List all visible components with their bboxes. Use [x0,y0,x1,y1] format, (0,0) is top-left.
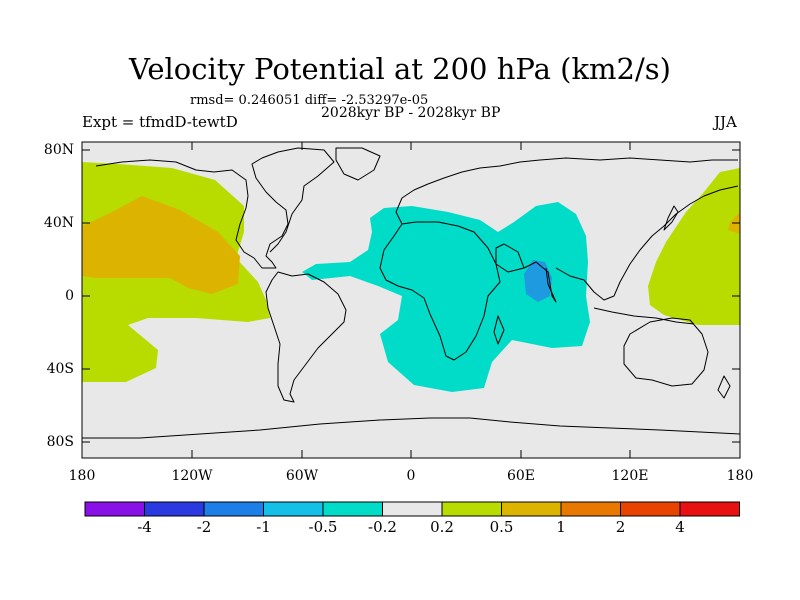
colorbar-label: 0.5 [489,518,514,536]
colorbar-box-4 [322,501,383,517]
coast-greenland [335,147,381,181]
colorbar [84,501,740,517]
colorbar-label: -2 [196,518,212,536]
coastlines [82,147,740,439]
coast-antarctica [82,417,740,439]
y-label-80n: 80N [43,142,74,158]
x-label-180e: 180 [726,468,754,484]
colorbar-box-7 [501,501,562,517]
coast-south-america [265,271,347,403]
coast-japan [663,205,679,231]
colorbar-box-3 [263,501,324,517]
x-label-60e: 60E [506,468,536,484]
y-label-80s: 80S [46,434,74,450]
colorbar-box-5 [382,501,443,517]
colorbar-label: 1 [556,518,566,536]
colorbar-box-2 [203,501,264,517]
colorbar-box-8 [560,501,621,517]
coast-madagascar [493,315,505,345]
colorbar-box-1 [144,501,205,517]
coast-arabia [495,243,525,273]
y-label-eq: 0 [65,288,74,304]
colorbar-label: -0.5 [308,518,338,536]
coast-australia [623,317,709,387]
africa-indian-negative-field [302,202,590,392]
colorbar-label: 0.2 [430,518,454,536]
coast-indonesia [593,307,695,325]
x-label-60w: 60W [285,468,319,484]
colorbar-box-0 [84,501,145,517]
contour-fields [82,147,740,439]
coast-new-zealand [717,375,731,399]
axis-ticks [81,142,741,458]
colorbar-label: 2 [615,518,626,536]
x-label-120e: 120E [611,468,649,484]
x-label-120w: 120W [171,468,213,484]
experiment-label: Expt = tfmdD-tewtD [82,113,238,131]
colorbar-label: -0.2 [368,518,397,536]
west-pacific-positive-field [648,168,740,325]
season-label: JJA [714,113,737,131]
colorbar-box-10 [679,501,740,517]
colorbar-label: 4 [675,518,685,536]
x-label-180w: 180 [68,468,96,484]
period-label: 2028kyr BP - 2028kyr BP [321,105,501,121]
x-label-0: 0 [406,468,416,484]
indian-negative-core [524,260,552,302]
coast-india [523,261,557,303]
y-label-40s: 40S [46,361,74,377]
coast-east-asia [555,185,739,301]
stats-line: rmsd= 0.246051 diff= -2.53297e-05 [190,93,429,108]
y-label-40n: 40N [43,215,74,231]
coast-north-america [95,147,335,269]
colorbar-box-6 [441,501,502,517]
colorbar-box-9 [620,501,681,517]
pacific-positive-core [82,196,240,294]
colorbar-label: -4 [137,518,152,536]
coast-africa [379,221,501,361]
colorbar-label: -1 [256,518,271,536]
coast-europe [395,157,738,225]
map-title: Velocity Potential at 200 hPa (km2/s) [129,52,671,86]
